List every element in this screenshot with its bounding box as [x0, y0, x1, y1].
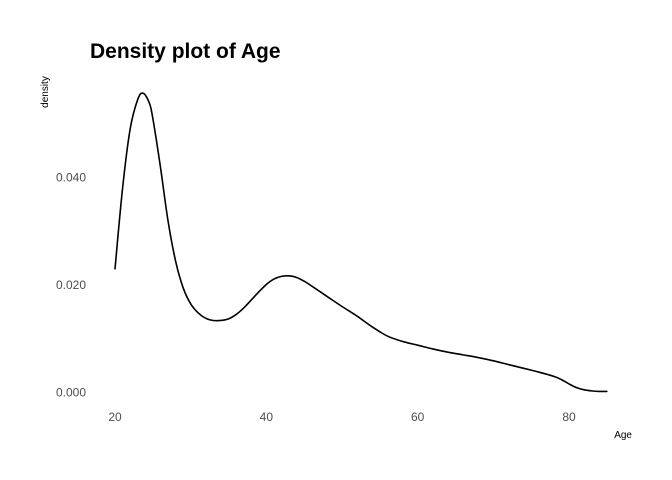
- y-tick-label: 0.040: [56, 171, 86, 185]
- density-curve: [114, 92, 608, 393]
- x-tick-label: 40: [260, 410, 274, 424]
- chart-title: Density plot of Age: [90, 40, 281, 63]
- x-tick-labels: 20 40 60 80: [108, 410, 576, 424]
- x-tick-label: 80: [562, 410, 576, 424]
- y-axis-label: density: [40, 76, 51, 108]
- x-tick-label: 60: [411, 410, 425, 424]
- y-tick-labels: 0.000 0.020 0.040: [56, 171, 86, 400]
- x-tick-label: 20: [108, 410, 122, 424]
- x-axis-label: Age: [614, 430, 632, 441]
- y-tick-label: 0.000: [56, 386, 86, 400]
- y-tick-label: 0.020: [56, 278, 86, 292]
